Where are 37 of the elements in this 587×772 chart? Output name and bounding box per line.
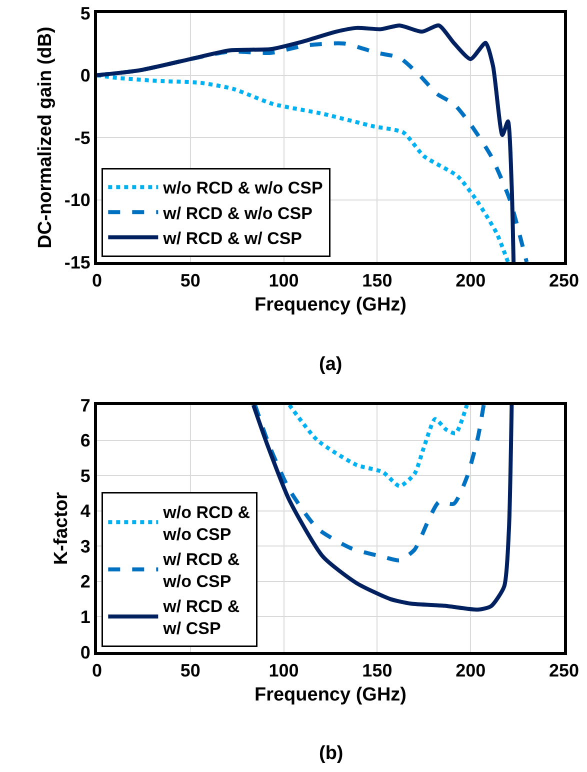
y-tick-label: -15 [64,252,90,272]
y-tick-label: 6 [80,430,90,451]
x-axis-title: Frequency (GHz) [254,684,407,706]
y-tick-label: 1 [80,607,90,628]
line-series [97,73,510,262]
x-tick-label: 100 [268,660,299,681]
x-tick-label: 200 [456,270,486,291]
x-axis-title: Frequency (GHz) [254,294,407,316]
line-series [253,405,486,562]
x-tick-label: 250 [548,660,580,681]
y-tick-label: 0 [80,66,90,86]
y-axis-title: DC-normalized gain (dB) [35,26,56,248]
y-tick-label: 5 [80,466,90,486]
x-tick-label: 150 [362,660,392,681]
y-tick-label: -10 [64,190,90,210]
line-series [251,405,514,612]
legend-label: w/ RCD & w/ CSP [162,228,302,248]
text: (a) [319,354,342,375]
line-series [287,405,469,488]
x-tick-label: 100 [268,270,299,291]
legend-label: w/o RCD & w/o CSP [162,178,323,198]
legend-label: w/ RCD & w/o CSP [162,204,312,223]
y-tick-label: 3 [80,536,90,556]
y-tick-label: 4 [80,501,90,522]
text: (b) [319,743,344,764]
y-tick-label: 2 [80,572,90,592]
y-tick-label: 7 [80,395,90,416]
y-tick-label: -5 [74,128,90,148]
y-tick-label: 0 [80,642,90,662]
x-tick-label: 250 [548,270,580,291]
x-tick-label: 50 [180,660,200,681]
legend-label: w/ RCD & w/ CSP [162,597,240,638]
x-tick-label: 50 [180,270,200,291]
x-tick-label: 200 [456,660,486,681]
y-axis-title: K-factor [51,491,72,565]
y-tick-label: 5 [80,3,90,24]
x-tick-label: 150 [362,270,392,291]
